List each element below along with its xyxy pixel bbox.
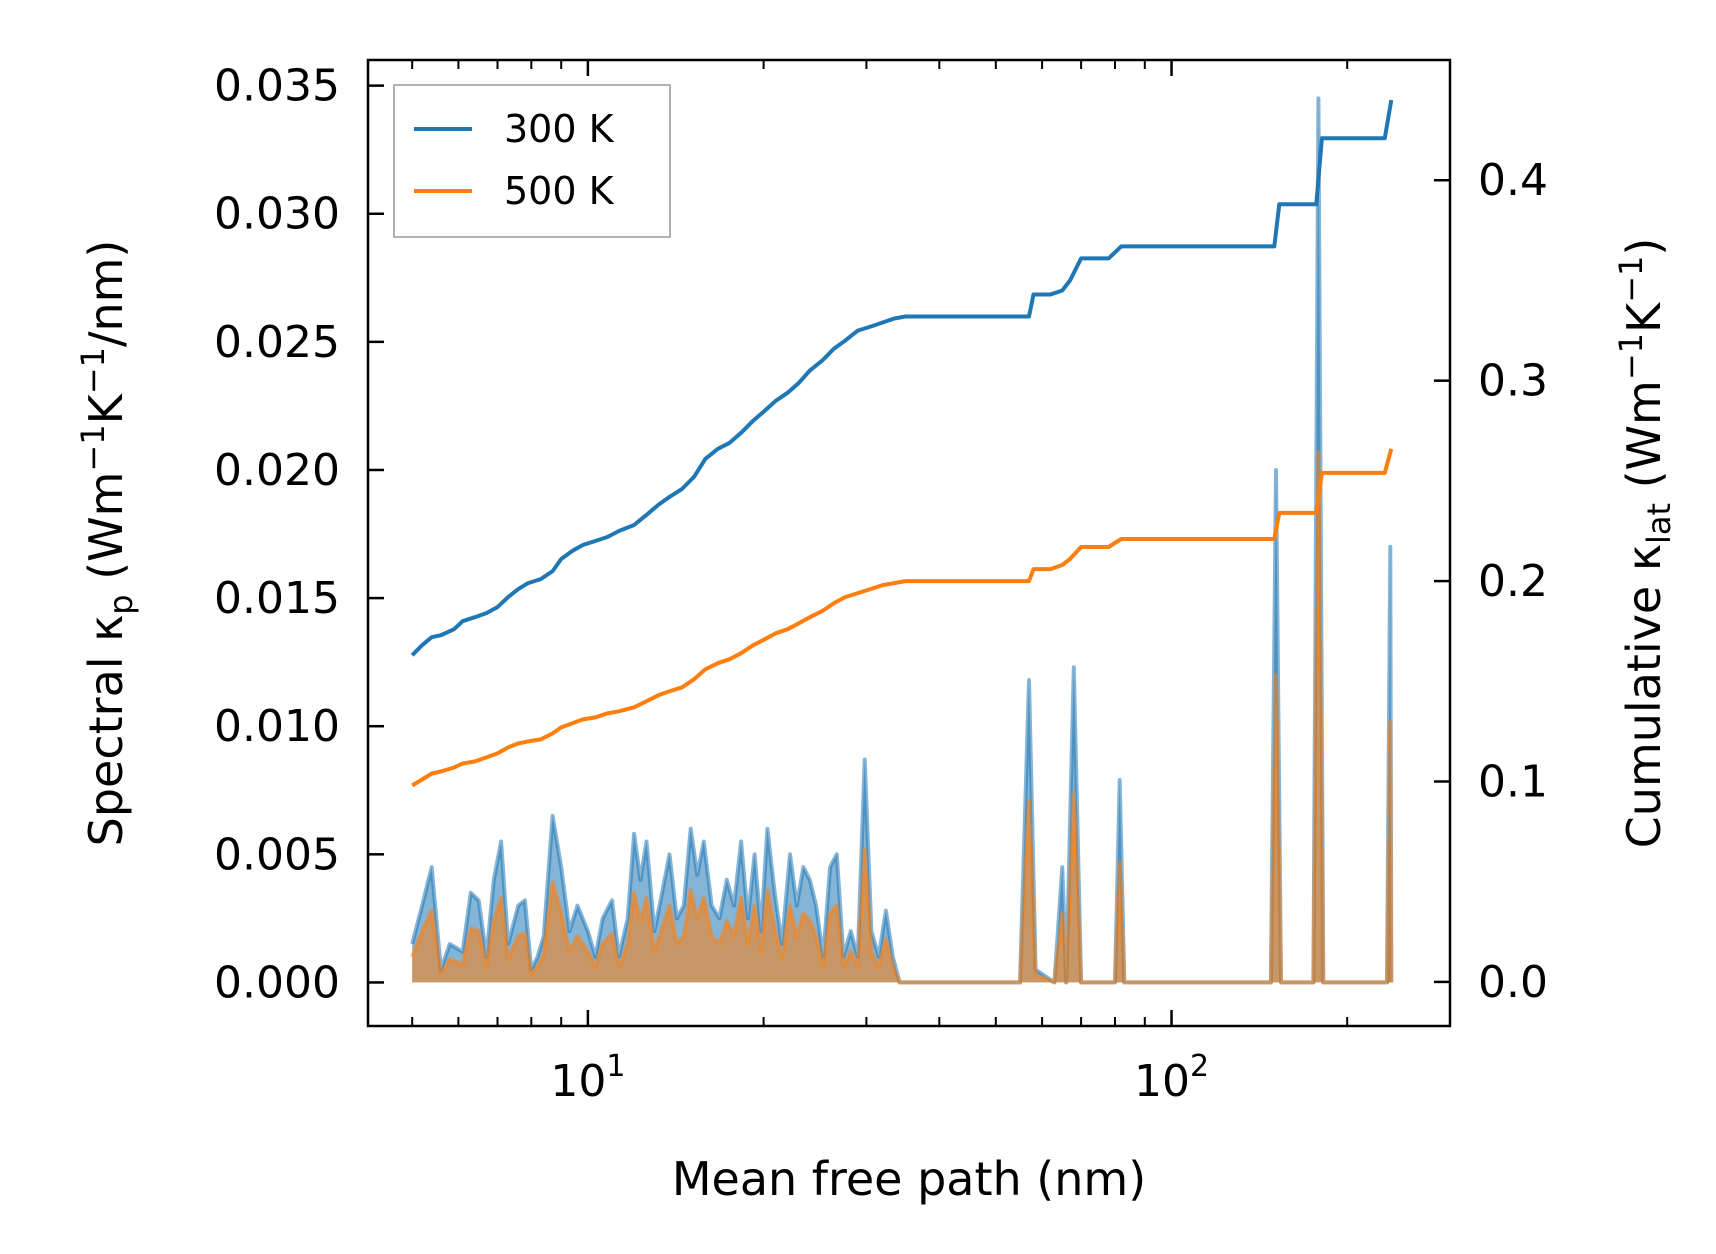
x-tick-label: 101 bbox=[550, 1049, 625, 1107]
x-tick-base: 10 bbox=[550, 1056, 606, 1107]
y-left-sup1: −1 bbox=[74, 424, 112, 471]
cumulative-line-500k bbox=[411, 448, 1394, 788]
y-right-tick-label: 0.4 bbox=[1478, 155, 1548, 206]
y-right-unit-open: (Wm bbox=[1617, 380, 1671, 503]
y-left-tick-label: 0.015 bbox=[214, 573, 340, 624]
y-left-mid: K bbox=[79, 392, 133, 424]
x-tick-label: 102 bbox=[1134, 1049, 1209, 1107]
y-left-tick-label: 0.035 bbox=[214, 61, 340, 112]
y-left-unit-close: /nm) bbox=[79, 240, 133, 347]
tick-group: 101 1020.0000.0050.0100.0150.0200.0250.03… bbox=[214, 60, 1548, 1107]
y-right-sup1: −1 bbox=[1612, 333, 1650, 380]
y-left-tick-label: 0.025 bbox=[214, 317, 340, 368]
legend-label-500k: 500 K bbox=[504, 169, 615, 213]
y-axis-title-right: Cumulative κlat (Wm−1K−1) bbox=[1612, 238, 1678, 849]
y-axis-title-left: Spectral κp (Wm−1K−1/nm) bbox=[74, 240, 140, 847]
plot-frame bbox=[366, 58, 1452, 1028]
y-right-unit-close: ) bbox=[1617, 238, 1671, 256]
y-right-sub: lat bbox=[1640, 503, 1678, 544]
y-left-tick-label: 0.020 bbox=[214, 445, 340, 496]
y-left-sub: p bbox=[102, 594, 140, 614]
y-right-mid: K bbox=[1617, 301, 1671, 333]
x-tick-exponent: 2 bbox=[1190, 1049, 1209, 1084]
x-tick-base: 10 bbox=[1134, 1056, 1190, 1107]
y-right-tick-label: 0.2 bbox=[1478, 556, 1548, 607]
x-tick-exponent: 1 bbox=[606, 1049, 625, 1084]
cumulative-line-group bbox=[410, 99, 1394, 788]
y-left-unit-open: (Wm bbox=[79, 472, 133, 595]
legend-box bbox=[393, 84, 671, 238]
y-left-tick-label: 0.030 bbox=[214, 189, 340, 240]
legend: 300 K 500 K bbox=[393, 84, 671, 238]
y-right-tick-label: 0.0 bbox=[1478, 957, 1548, 1008]
y-left-tick-label: 0.005 bbox=[214, 829, 340, 880]
y-left-tick-label: 0.000 bbox=[214, 957, 340, 1008]
y-right-sup2: −1 bbox=[1612, 256, 1650, 303]
x-axis-title: Mean free path (nm) bbox=[672, 1152, 1146, 1206]
y-right-main: Cumulative κ bbox=[1617, 544, 1671, 848]
spectral-line-500k bbox=[410, 450, 1394, 985]
y-right-tick-label: 0.3 bbox=[1478, 356, 1548, 407]
legend-label-300k: 300 K bbox=[504, 107, 615, 151]
y-left-sup2: −1 bbox=[74, 347, 112, 394]
cumulative-line-300k bbox=[410, 99, 1394, 657]
spectral-line-group bbox=[410, 96, 1394, 985]
y-left-tick-label: 0.010 bbox=[214, 701, 340, 752]
y-left-main: Spectral κ bbox=[79, 615, 133, 847]
y-right-tick-label: 0.1 bbox=[1478, 756, 1548, 807]
